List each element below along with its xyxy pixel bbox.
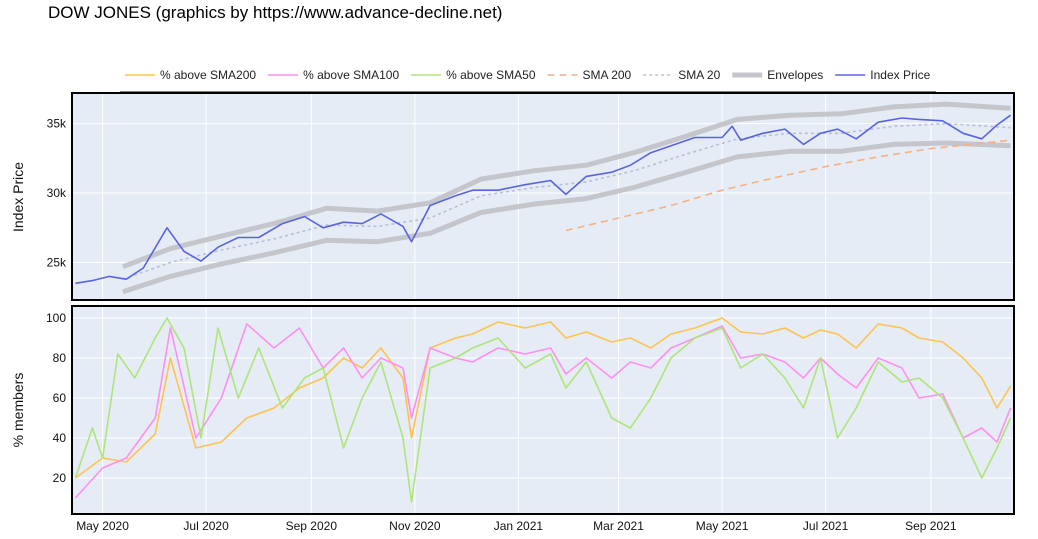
x-tick-label: May 2021 [696, 519, 749, 533]
legend-item-index-price[interactable]: Index Price [835, 68, 931, 82]
bottom-series [74, 317, 1012, 503]
index-price-line [75, 114, 1012, 285]
legend-item-sma200-line[interactable]: SMA 200 [547, 68, 632, 82]
sma50-pct-line [74, 317, 1012, 503]
bottom-y-tick-label: 40 [53, 431, 67, 445]
sma200-line-line [565, 139, 1011, 232]
top-y-tick-label: 30k [47, 186, 67, 200]
x-tick-label: May 2020 [76, 519, 129, 533]
sma20-line-line [122, 122, 1011, 280]
x-ticks: May 2020 Jul 2020 Sep 2020 Nov 2020 Jan 2021… [76, 519, 957, 533]
top-plot-bg [72, 93, 1014, 300]
x-tick-label: Sep 2020 [286, 519, 338, 533]
x-tick-label: Jul 2021 [803, 519, 849, 533]
bottom-plot-frame [71, 305, 1015, 515]
bottom-y-tick-label: 100 [46, 311, 66, 325]
legend-item-sma200-pct[interactable]: % above SMA200 [125, 68, 256, 82]
bottom-panel[interactable]: 20 40 60 80 100 % members [10, 305, 1015, 515]
legend-item-sma100-pct[interactable]: % above SMA100 [268, 68, 399, 82]
legend-label: Envelopes [767, 68, 823, 82]
top-y-tick-label: 35k [47, 117, 67, 131]
legend-label: Index Price [870, 68, 930, 82]
sma200-pct-line [74, 317, 1012, 479]
bottom-plot-bg [72, 306, 1014, 514]
envelopes-upper-line [122, 101, 1011, 270]
bottom-y-axis-title: % members [10, 373, 26, 448]
bottom-y-tick-label: 60 [53, 391, 67, 405]
legend-item-sma50-pct[interactable]: % above SMA50 [411, 68, 536, 82]
top-y-axis-title: Index Price [10, 162, 26, 232]
top-grid [72, 93, 1014, 300]
legend-item-sma20-line[interactable]: SMA 20 [643, 68, 721, 82]
bottom-y-tick-label: 20 [53, 471, 67, 485]
legend-label: % above SMA200 [160, 68, 256, 82]
top-y-ticks: 25k 30k 35k [47, 117, 67, 270]
envelopes-lower-line [122, 140, 1011, 295]
legend[interactable]: % above SMA200 % above SMA100 % above SMA5… [120, 68, 936, 93]
bottom-grid [72, 306, 1014, 514]
x-tick-label: Sep 2021 [905, 519, 957, 533]
legend-label: % above SMA100 [303, 68, 399, 82]
bottom-y-ticks: 20 40 60 80 100 [46, 311, 66, 485]
top-y-tick-label: 25k [47, 255, 67, 269]
x-tick-label: Nov 2020 [389, 519, 441, 533]
bottom-y-tick-label: 80 [53, 351, 67, 365]
legend-item-envelopes[interactable]: Envelopes [732, 68, 823, 82]
legend-label: SMA 200 [583, 68, 632, 82]
legend-label: SMA 20 [678, 68, 720, 82]
top-plot-frame [71, 92, 1015, 301]
top-panel[interactable]: 25k 30k 35k Index Price [10, 92, 1015, 301]
chart-title: DOW JONES (graphics by https://www.advan… [48, 3, 502, 22]
sma100-pct-line [74, 323, 1012, 499]
legend-label: % above SMA50 [446, 68, 536, 82]
x-tick-label: Jul 2020 [183, 519, 229, 533]
x-tick-label: Mar 2021 [593, 519, 644, 533]
top-series [75, 101, 1012, 295]
x-tick-label: Jan 2021 [494, 519, 544, 533]
